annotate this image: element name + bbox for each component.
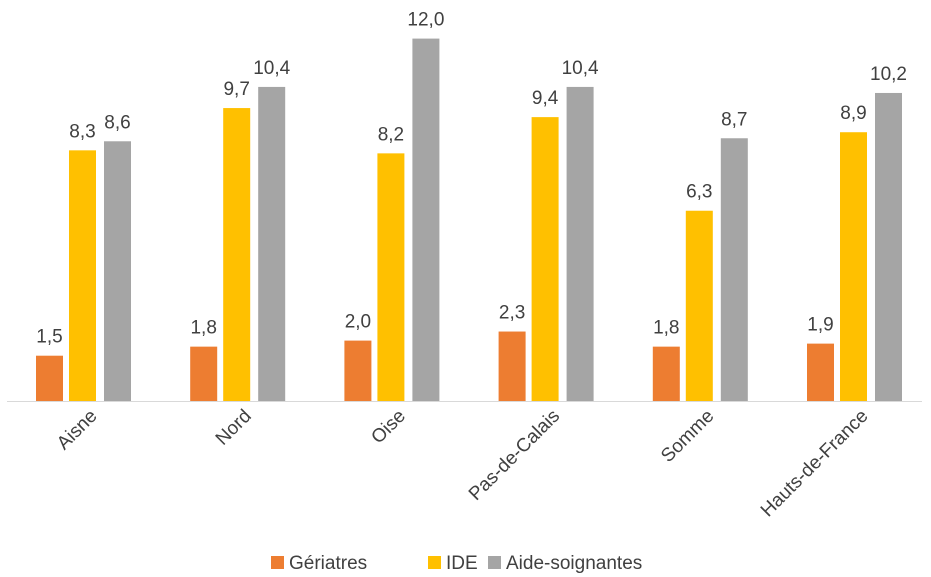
x-tick-label: Oise (367, 406, 409, 448)
x-tick-label: Hauts-de-France (757, 406, 873, 522)
bar (720, 138, 748, 401)
x-tick-label: Aisne (53, 406, 101, 454)
legend-swatch (428, 556, 441, 569)
bar (685, 210, 713, 401)
bar (190, 346, 218, 401)
legend-swatch (488, 556, 501, 569)
bar (840, 132, 867, 401)
data-label: 2,3 (499, 303, 525, 324)
data-label: 6,3 (686, 182, 712, 203)
x-tick-label: Pas-de-Calais (465, 406, 564, 505)
data-label: 8,3 (69, 121, 95, 142)
legend-label: IDE (446, 553, 478, 574)
data-label: 8,2 (378, 124, 404, 145)
data-label: 8,9 (840, 103, 866, 124)
data-label: 9,7 (223, 79, 249, 100)
bar (807, 343, 834, 401)
bar (36, 355, 63, 401)
data-label: 10,2 (870, 64, 907, 85)
legend-label: Aide-soignantes (506, 553, 642, 574)
data-labels-group: 1,58,3 8,61,89,710,42,08,212,02,39,410,41… (36, 10, 907, 348)
legend-swatch (271, 556, 284, 569)
data-label: 1,8 (653, 318, 679, 339)
data-label: 1,9 (807, 315, 833, 336)
data-label: 8,6 (104, 112, 130, 133)
bar (652, 346, 680, 401)
bar (344, 340, 372, 401)
legend: Gériatres IDE Aide-soignantes (271, 553, 642, 574)
x-tick-label: Somme (657, 406, 718, 467)
data-label: 9,4 (532, 88, 559, 109)
bar (531, 117, 559, 402)
data-label: 10,4 (562, 58, 599, 79)
bar (104, 141, 131, 401)
bar (69, 150, 96, 401)
data-label: 1,8 (190, 318, 216, 339)
category-ticks-group: Aisne Nord Oise Pas-de-Calais Somme Hauts-de-… (53, 406, 872, 522)
bar (258, 86, 286, 402)
bars-group (36, 38, 902, 402)
x-tick-label: Nord (212, 406, 256, 450)
bar (377, 153, 405, 401)
data-label: 2,0 (345, 312, 371, 333)
legend-label: Gériatres (289, 553, 367, 574)
data-label: 8,7 (721, 109, 747, 130)
bar (498, 331, 526, 401)
data-label: 10,4 (253, 58, 290, 79)
bar (412, 38, 440, 401)
data-label: 1,5 (36, 327, 62, 348)
data-label: 12,0 (407, 10, 444, 31)
bar (223, 108, 251, 401)
bar (566, 86, 594, 402)
bar (875, 92, 902, 402)
